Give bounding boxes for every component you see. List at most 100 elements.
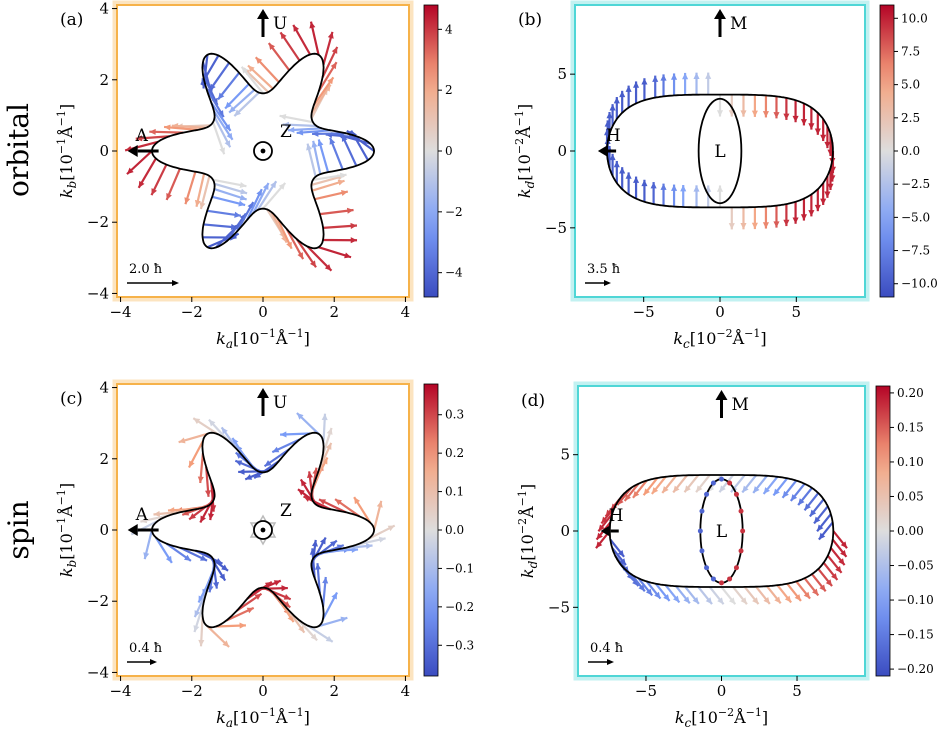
vector-arrowhead bbox=[194, 610, 201, 618]
y-tick-label: 4 bbox=[99, 0, 109, 18]
colorbar-tick-label: 10.0 bbox=[901, 11, 928, 25]
vector-arrowhead bbox=[339, 172, 347, 179]
vector-arrowhead bbox=[728, 597, 736, 605]
vector-arrowhead bbox=[613, 160, 620, 168]
panel-label: (a) bbox=[60, 10, 83, 30]
y-tick-label: 5 bbox=[560, 446, 570, 464]
vector-arrowhead bbox=[184, 197, 191, 205]
up-label: U bbox=[273, 14, 287, 34]
colorbar-tick-label: −5.0 bbox=[901, 210, 930, 224]
vector-arrowhead bbox=[784, 595, 792, 603]
colorbar-tick-label: 0.0 bbox=[901, 144, 920, 158]
vector-arrowhead bbox=[200, 555, 208, 561]
vector-arrowhead bbox=[327, 31, 334, 39]
up-label: M bbox=[730, 14, 747, 34]
vector-arrowhead bbox=[804, 503, 811, 511]
vector-arrowhead bbox=[327, 77, 334, 85]
vector-arrowhead bbox=[324, 84, 331, 92]
scale-arrowhead bbox=[172, 280, 179, 286]
vector-arrowhead bbox=[378, 536, 386, 543]
vector-arrowhead bbox=[238, 468, 245, 475]
vector-arrowhead bbox=[331, 592, 338, 600]
vector-arrowhead bbox=[792, 217, 799, 224]
vector-arrowhead bbox=[204, 490, 212, 497]
vector-arrowhead bbox=[376, 500, 383, 508]
vector-arrowhead bbox=[633, 176, 640, 183]
vector-arrowhead bbox=[335, 499, 342, 506]
vector-arrowhead bbox=[619, 558, 626, 566]
vector-arrowhead bbox=[809, 509, 817, 517]
row-label-spin: spin bbox=[2, 500, 35, 559]
vector-arrowhead bbox=[318, 499, 326, 505]
y-tick-label: −2 bbox=[87, 213, 109, 231]
vector-arrowhead bbox=[217, 110, 224, 118]
scale-label: 3.5 ħ bbox=[587, 262, 621, 277]
colorbar-tick-label: 0.3 bbox=[445, 408, 464, 422]
y-tick-label: −5 bbox=[545, 219, 567, 237]
y-tick-label: 2 bbox=[99, 450, 109, 468]
colorbar-tick-label: −0.05 bbox=[897, 559, 934, 573]
vector-arrowhead bbox=[641, 179, 648, 187]
vector-arrowhead bbox=[238, 200, 246, 207]
vector-arrowhead bbox=[617, 549, 625, 557]
vector-arrowhead bbox=[296, 129, 304, 136]
vector-arrowhead bbox=[314, 563, 322, 570]
vector-arrowhead bbox=[818, 532, 826, 540]
pocket-arrow-dot bbox=[733, 565, 739, 571]
vector-arrowhead bbox=[287, 126, 295, 133]
colorbar-tick-label: −10.0 bbox=[901, 277, 938, 291]
vector-arrowhead bbox=[808, 210, 815, 217]
vector-arrowhead bbox=[696, 485, 703, 493]
vector-arrowhead bbox=[790, 494, 798, 501]
vector-arrowhead bbox=[762, 222, 769, 229]
vector-arrowhead bbox=[692, 596, 699, 604]
y-tick-label: −5 bbox=[548, 598, 570, 616]
panel-c: −4 −2 0 2 4 −4 −2 0 2 4 ka[10−1Å−1] kb[10−1Å−1] (c) Z… bbox=[55, 379, 474, 730]
scale-label: 2.0 ħ bbox=[129, 262, 163, 277]
vector-arrowhead bbox=[325, 442, 332, 450]
vector-arrowhead bbox=[178, 437, 186, 444]
vector-arrowhead bbox=[660, 74, 667, 81]
x-tick-label: 0 bbox=[258, 682, 268, 700]
colorbar-tick-label: 0.1 bbox=[445, 485, 464, 499]
vector-arrowhead bbox=[641, 78, 648, 85]
y-tick-label: 0 bbox=[560, 522, 570, 540]
vector-arrowhead bbox=[240, 188, 248, 195]
vector-arrowhead bbox=[297, 489, 305, 496]
vector-arrowhead bbox=[239, 194, 247, 201]
vector-arrowhead bbox=[143, 552, 150, 560]
vector-arrowhead bbox=[280, 431, 287, 438]
vector-arrowhead bbox=[829, 175, 836, 182]
colorbar bbox=[879, 4, 895, 298]
left-arrowhead bbox=[127, 145, 138, 157]
vector-arrowhead bbox=[311, 140, 318, 148]
center-label: Z bbox=[280, 501, 292, 521]
vector-arrowhead bbox=[683, 596, 690, 604]
vector-arrowhead bbox=[684, 485, 691, 493]
vector-arrowhead bbox=[226, 132, 233, 140]
vector-arrowhead bbox=[193, 418, 201, 425]
vector-arrowhead bbox=[643, 488, 650, 496]
left-arrowhead bbox=[127, 524, 138, 536]
vector-arrowhead bbox=[219, 147, 226, 155]
vector-arrowhead bbox=[268, 43, 276, 50]
vector-arrowhead bbox=[673, 485, 680, 493]
x-tick-label: 2 bbox=[329, 682, 339, 700]
vector-arrowhead bbox=[225, 101, 232, 109]
vector-arrowhead bbox=[654, 591, 661, 599]
vector-arrowhead bbox=[325, 635, 333, 642]
colorbar-tick-label: 0.0 bbox=[445, 523, 464, 537]
vector-arrowhead bbox=[814, 516, 821, 524]
pocket-arrow-dot bbox=[738, 548, 744, 554]
x-tick-label: 5 bbox=[792, 303, 802, 321]
vector-arrowhead bbox=[247, 202, 254, 210]
arrow-field bbox=[595, 474, 848, 605]
plot-frame bbox=[574, 4, 866, 298]
colorbar-tick-label: 2.5 bbox=[901, 111, 920, 125]
vector-arrowhead bbox=[740, 110, 747, 117]
scale-label: 0.4 ħ bbox=[129, 641, 163, 656]
pocket-arrow-dot bbox=[704, 491, 710, 497]
vector-arrowhead bbox=[229, 106, 236, 113]
vector-arrowhead bbox=[311, 539, 318, 547]
vector-arrowhead bbox=[819, 584, 826, 592]
